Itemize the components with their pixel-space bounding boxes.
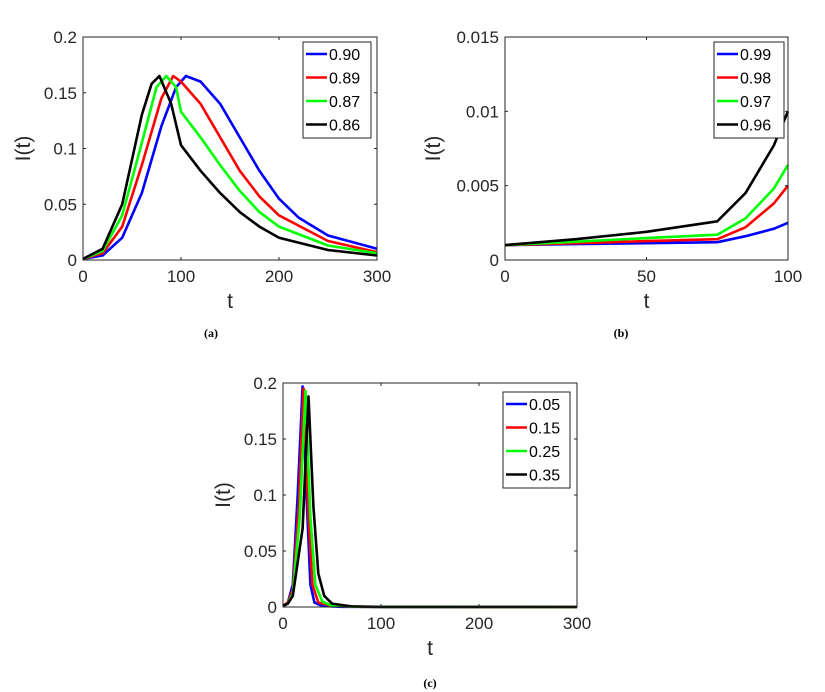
legend-label: 0.35 [529,468,560,485]
legend-label: 0.96 [740,118,771,135]
y-tick-label: 0.05 [44,195,77,214]
x-tick-label: 100 [167,267,195,286]
y-tick-label: 0.1 [253,486,277,505]
series-line-0.35 [282,395,578,609]
y-tick-label: 0.05 [244,542,277,561]
x-axis-label: t [644,290,650,313]
legend-box [302,41,372,139]
panel-b: 0 50 100 0 0.005 0.01 0.015 t I(t) 0.99 0.98 0.97 0.… [422,28,802,340]
x-axis-label: t [227,290,233,313]
legend-label: 0.90 [329,47,360,64]
panel-caption: (c) [423,676,436,690]
y-tick-label: 0.15 [244,430,277,449]
panel-a: 0 100 200 300 0 0.05 0.1 0.15 0.2 t I(t) 0.90 0.89 0.… [12,28,391,340]
y-tick-label: 0.2 [253,374,277,393]
legend-label: 0.05 [529,397,560,414]
legend-label: 0.15 [529,421,560,438]
legend-box [502,391,571,489]
y-tick-label: 0.015 [456,28,499,47]
x-tick-label: 300 [363,267,391,286]
legend-label: 0.25 [529,444,560,461]
y-tick-label: 0 [68,251,77,270]
x-tick-label: 0 [500,267,509,286]
panel-c: 0 100 200 300 0 0.05 0.1 0.15 0.2 t I(t) 0.05 0.15 0.… [212,374,591,690]
y-tick-label: 0.005 [456,177,499,196]
x-tick-label: 0 [78,267,87,286]
y-tick-label: 0.2 [53,28,77,47]
panel-caption: (a) [204,326,218,340]
x-tick-label: 200 [265,267,293,286]
series-line-0.96 [504,110,790,247]
series-line-0.98 [504,184,790,247]
x-axis-label: t [427,637,433,660]
x-tick-label: 300 [563,614,591,633]
y-tick-label: 0 [268,598,277,617]
y-axis-label: I(t) [422,136,445,162]
x-tick-label: 100 [774,267,802,286]
y-tick-label: 0.01 [466,102,499,121]
series-line-0.86 [82,74,378,261]
panel-caption: (b) [614,326,629,340]
legend-label: 0.99 [740,47,771,64]
y-tick-label: 0.1 [53,140,77,159]
legend-label: 0.87 [329,94,360,111]
legend-box [713,41,785,139]
x-tick-label: 100 [367,614,395,633]
y-tick-label: 0 [490,251,499,270]
legend-label: 0.86 [329,118,360,135]
series-line-0.97 [504,164,790,247]
legend-label: 0.97 [740,94,771,111]
y-tick-label: 0.15 [44,84,77,103]
x-tick-label: 0 [278,614,287,633]
legend-label: 0.98 [740,71,771,88]
y-axis-label: I(t) [12,136,35,162]
x-tick-label: 200 [465,614,493,633]
series-line-0.87 [82,74,378,261]
series-line-0.89 [82,74,378,261]
x-tick-label: 50 [637,267,656,286]
legend-label: 0.89 [329,71,360,88]
y-axis-label: I(t) [212,482,235,508]
series-line-0.90 [82,74,378,261]
